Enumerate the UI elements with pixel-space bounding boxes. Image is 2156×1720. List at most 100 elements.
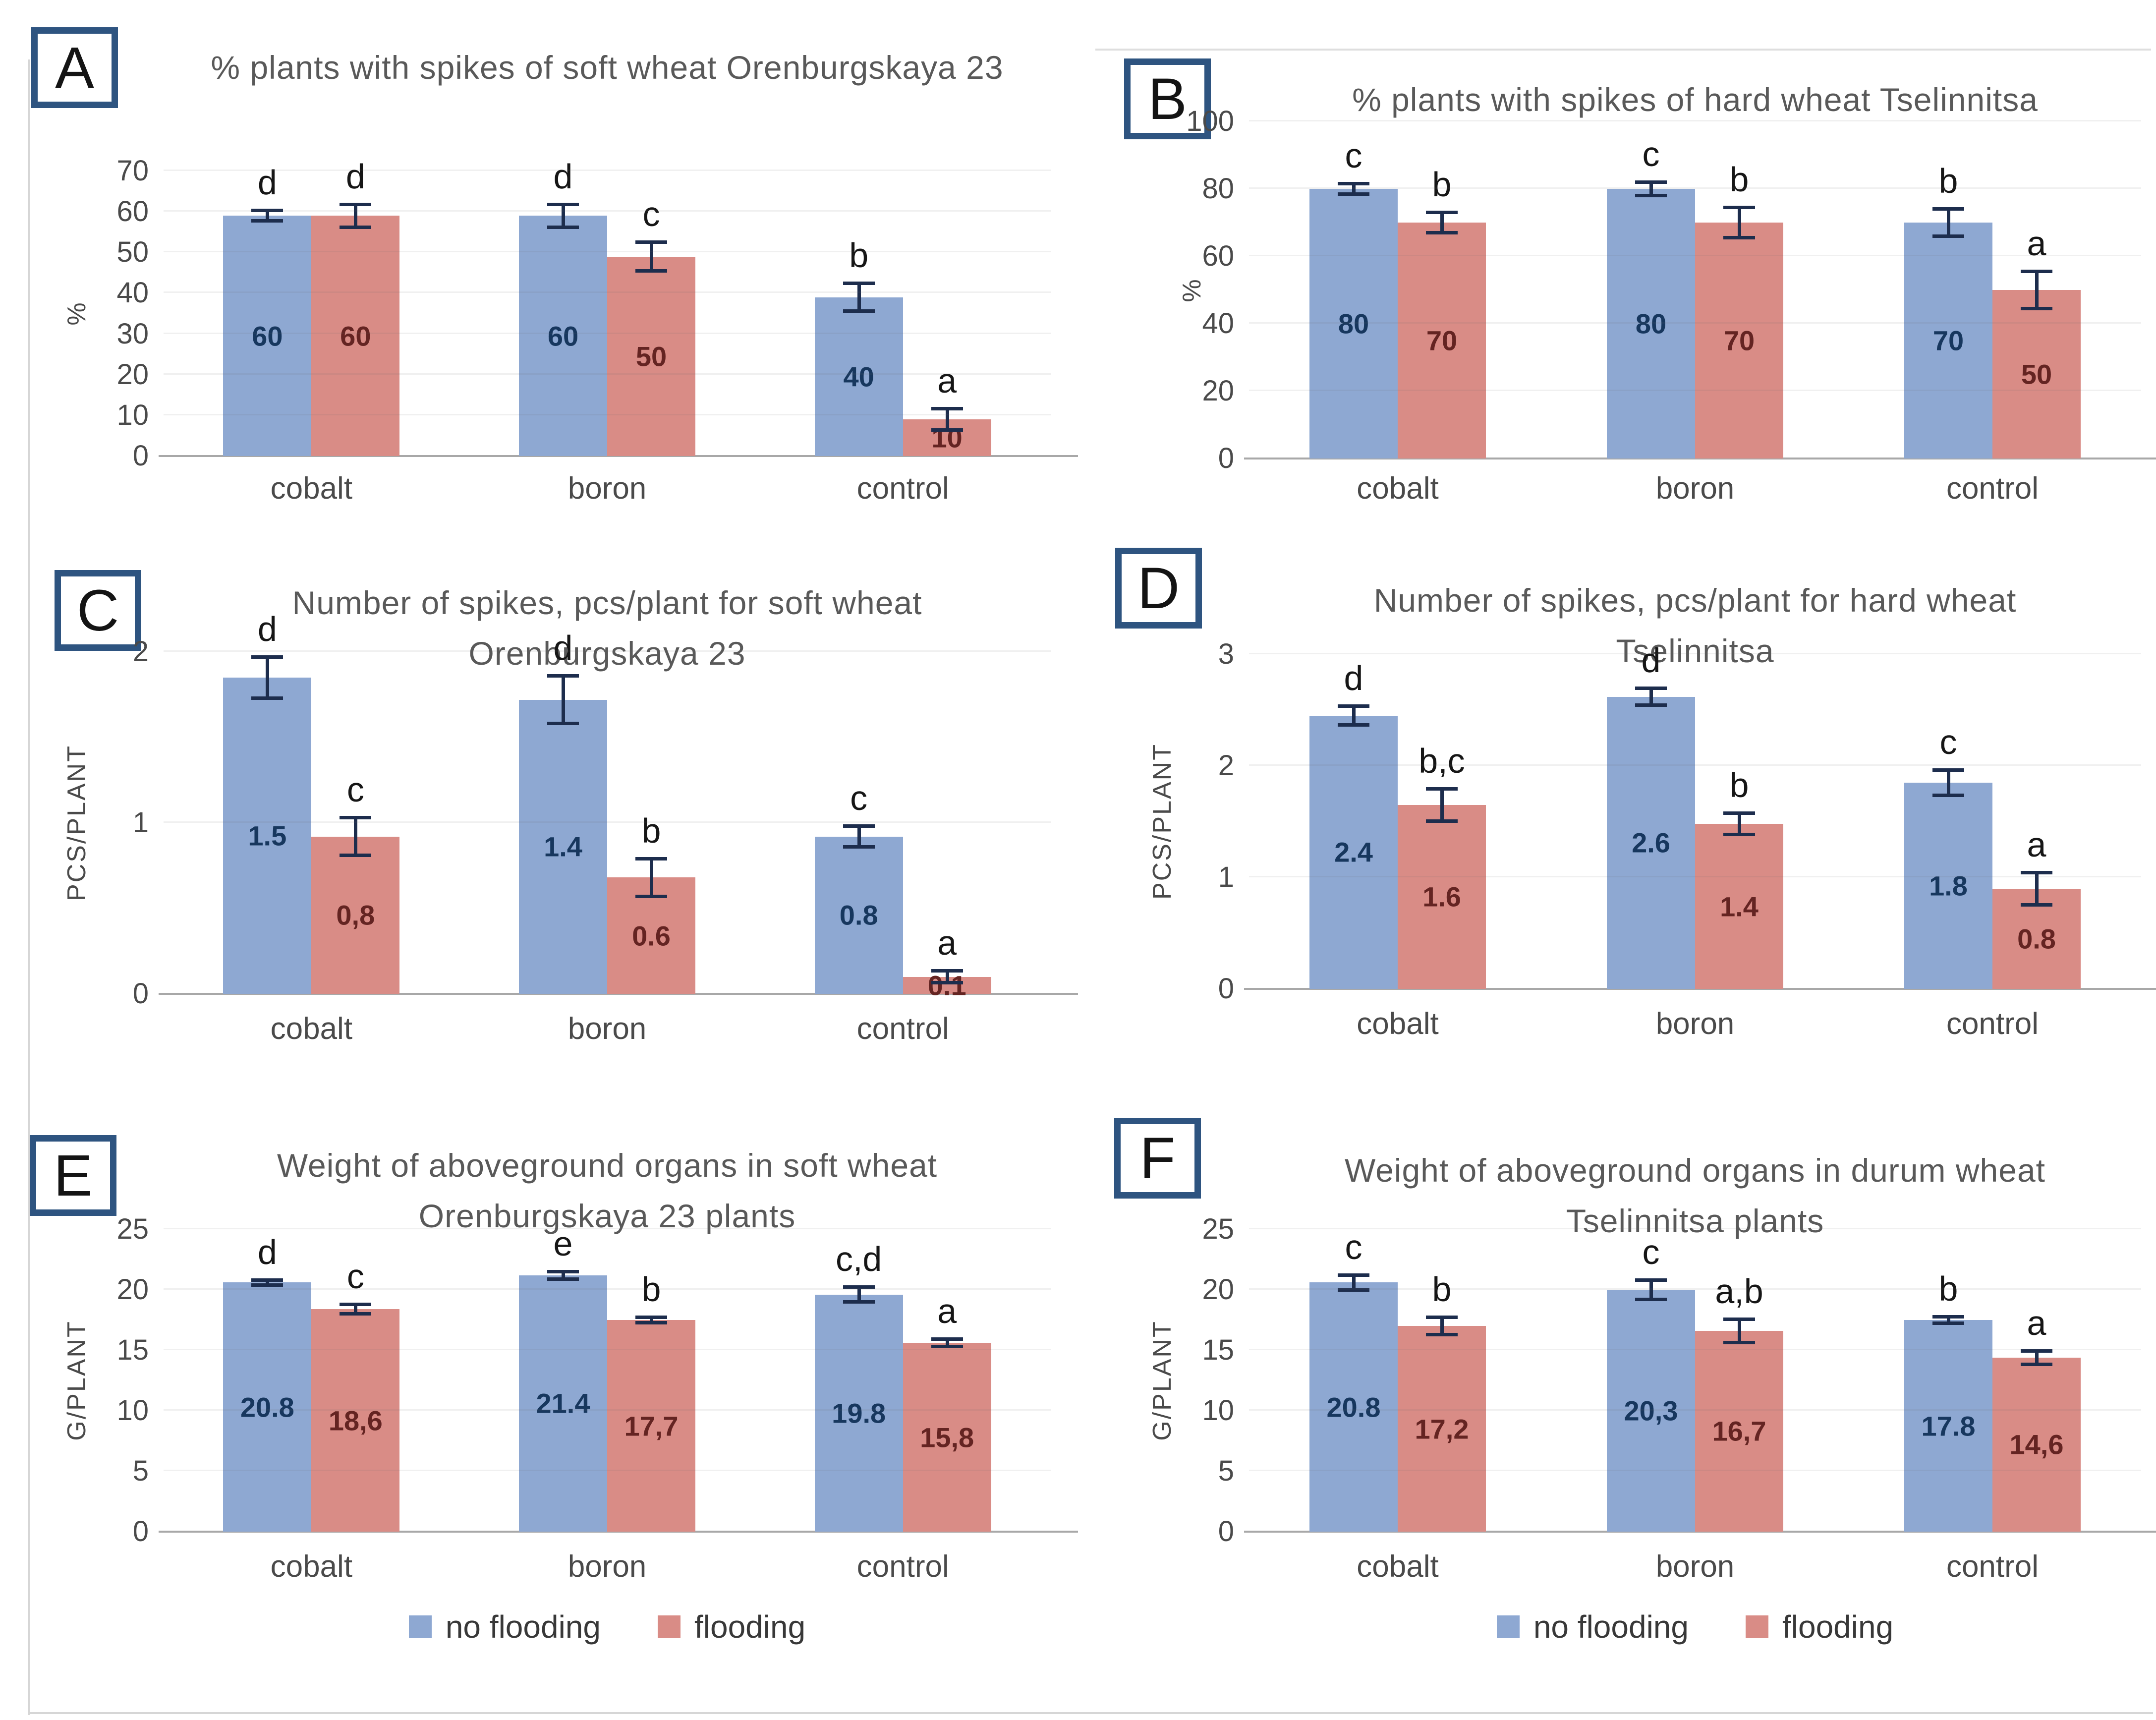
error-bar	[251, 655, 284, 700]
error-bar-stem	[562, 1269, 565, 1281]
y-tick-label: 5	[1218, 1455, 1234, 1487]
significance-letter: a	[2027, 1303, 2046, 1342]
error-bar-cap-bottom	[931, 981, 963, 985]
bar-value-label: 70	[1723, 325, 1755, 356]
gridline	[164, 413, 1051, 415]
y-tick-label: 40	[1202, 307, 1234, 340]
bar-value-label: 70	[1426, 325, 1458, 356]
y-tick-label: 40	[116, 277, 149, 309]
error-bar-stem	[1440, 211, 1444, 234]
bar-slot: 80 c	[1309, 121, 1398, 459]
y-tick-label: 80	[1202, 172, 1234, 205]
y-tick-label: 0	[1218, 973, 1234, 1005]
gridline	[1249, 390, 2141, 391]
error-bar-stem	[266, 1278, 270, 1287]
error-bar	[340, 816, 372, 857]
bar-value-label: 60	[340, 320, 371, 352]
error-bar	[547, 674, 579, 726]
bar-group-control: 70 b 50 a	[1844, 121, 2141, 459]
bar-flooding	[607, 1320, 695, 1532]
plot-area-e: 0 5 10 15 20 25 20.8 d 18,6 c 21.4 e 17,7 b 19.8 c,d 15,…	[116, 1215, 1078, 1546]
bar-no-flooding	[519, 216, 607, 456]
error-bar-stem	[945, 1337, 949, 1349]
error-bar	[1338, 1273, 1369, 1292]
error-bar	[1932, 768, 1964, 797]
bar-flooding	[311, 216, 400, 456]
bar-value-label: 60	[252, 320, 283, 352]
gridline	[1249, 1409, 2141, 1411]
error-bar-cap-bottom	[547, 1277, 579, 1281]
x-category-label: boron	[567, 471, 647, 506]
error-bar	[547, 1269, 579, 1281]
error-bar-stem	[1947, 207, 1950, 238]
chart-title-b: % plants with spikes of hard wheat Tseli…	[1352, 81, 2038, 118]
error-bar-stem	[354, 1302, 358, 1316]
x-axis-line	[159, 1531, 1078, 1533]
gridline	[164, 170, 1051, 171]
plot-area-f: 0 5 10 15 20 25 20.8 c 17,2 b 20,3 c 16,7 a,b 17.8 b 14,…	[1202, 1215, 2156, 1546]
x-category-label: cobalt	[1357, 1549, 1439, 1584]
error-bar	[1723, 1318, 1755, 1344]
bar-groups: 80 c 70 b 80 c 70 b 70 b 50 a	[1249, 121, 2141, 459]
error-bar-stem	[354, 816, 358, 857]
legend-item-no-flooding: no flooding	[408, 1608, 601, 1645]
error-bar	[251, 1278, 284, 1287]
error-bar-stem	[945, 407, 949, 432]
error-bar	[1426, 1316, 1458, 1336]
error-bar	[1338, 704, 1369, 727]
bar-slot: 19.8 c,d	[814, 1229, 903, 1532]
significance-letter: a	[2027, 825, 2046, 864]
error-bar	[1426, 787, 1458, 823]
bar-slot: 50 c	[607, 171, 695, 456]
panel-label-box-f: F	[1114, 1118, 1201, 1199]
y-tick-label: 20	[116, 358, 149, 391]
bar-no-flooding	[1309, 189, 1398, 459]
bar-slot: 40 b	[814, 171, 903, 456]
significance-letter: d	[257, 1232, 277, 1271]
error-bar-stem	[266, 655, 270, 700]
error-bar-stem	[1440, 787, 1444, 823]
legend-swatch-no-flooding-icon	[408, 1615, 432, 1638]
error-bar	[931, 1337, 963, 1349]
x-axis-line	[1244, 988, 2156, 990]
bar-slot: 70 b	[1398, 121, 1486, 459]
bar-value-label: 40	[843, 361, 874, 393]
error-bar-stem	[650, 857, 653, 898]
error-bar-cap-bottom	[251, 219, 284, 223]
page-border-bottom	[28, 1712, 2153, 1714]
y-tick-label: 10	[116, 399, 149, 431]
bar-group-control: 0.8 c 0.1 a	[755, 652, 1051, 1001]
error-bar-stem	[562, 674, 565, 726]
y-tick-label: 60	[1202, 240, 1234, 272]
bar-slot: 14,6 a	[1992, 1229, 2081, 1532]
plot-area-b: 0 20 40 60 80 100 80 c 70 b 80 c 70 b 70 b 50 a	[1186, 107, 2156, 473]
gridline	[1249, 876, 2141, 877]
error-bar-cap-bottom	[547, 225, 579, 229]
x-category-label: control	[856, 471, 949, 506]
bar-no-flooding	[1309, 1282, 1398, 1532]
y-tick-label: 15	[116, 1334, 149, 1366]
error-bar-cap-bottom	[2021, 903, 2052, 907]
bar-value-label: 1.5	[248, 820, 287, 852]
significance-letter: b	[1729, 160, 1749, 199]
y-tick-label: 5	[132, 1455, 149, 1487]
bar-group-cobalt: 20.8 d 18,6 c	[164, 1229, 459, 1532]
error-bar-cap-bottom	[843, 1300, 875, 1304]
x-axis-labels-d: cobalt boron control	[1249, 1006, 2141, 1041]
bar-slot: 10 a	[903, 171, 991, 456]
bar-slot: 60 d	[223, 165, 312, 456]
bar-slot: 50 a	[1992, 121, 2081, 459]
error-bar	[635, 240, 667, 273]
significance-letter: b	[1432, 165, 1452, 204]
bar-flooding	[1992, 1357, 2081, 1532]
error-bar-stem	[857, 282, 861, 313]
bar-group-boron: 20,3 c 16,7 a,b	[1546, 1229, 1844, 1532]
gridline	[1249, 187, 2141, 189]
gridline	[164, 1288, 1051, 1290]
bar-value-label: 17,7	[624, 1410, 679, 1441]
error-bar-stem	[857, 824, 861, 849]
error-bar-cap-bottom	[1426, 819, 1458, 823]
y-tick-label: 70	[116, 155, 149, 187]
bar-value-label: 1.8	[1929, 870, 1968, 902]
y-tick-label: 60	[116, 195, 149, 228]
